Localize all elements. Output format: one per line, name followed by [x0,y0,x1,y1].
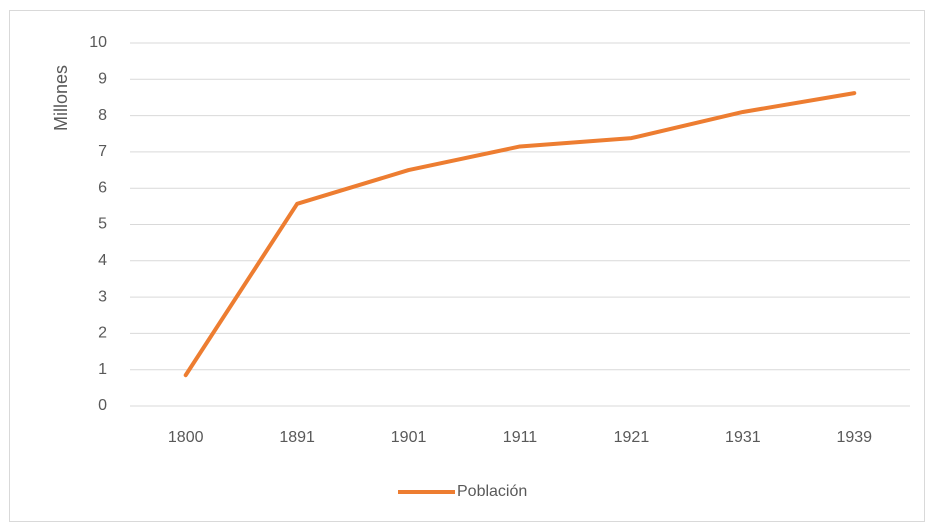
y-tick-label: 6 [98,179,107,196]
y-tick-label: 2 [98,325,107,342]
x-tick-label: 1911 [503,429,538,446]
y-tick-label: 8 [98,107,107,124]
y-tick-label: 5 [98,216,107,233]
x-tick-label: 1921 [614,429,650,446]
legend-label: Población [457,483,527,500]
x-tick-label: 1939 [836,429,872,446]
y-tick-label: 7 [98,143,107,160]
chart-frame [9,10,925,522]
x-tick-label: 1891 [279,429,315,446]
y-tick-label: 10 [89,34,107,51]
y-axis-label: Millones [51,65,71,131]
y-tick-label: 9 [98,71,107,88]
y-tick-label: 0 [98,397,107,414]
y-tick-label: 3 [98,288,107,305]
y-tick-label: 4 [98,252,107,269]
x-tick-label: 1901 [391,429,427,446]
line-series [183,91,857,378]
y-tick-label: 1 [98,361,107,378]
x-tick-label: 1800 [168,429,204,446]
x-tick-label: 1931 [725,429,761,446]
